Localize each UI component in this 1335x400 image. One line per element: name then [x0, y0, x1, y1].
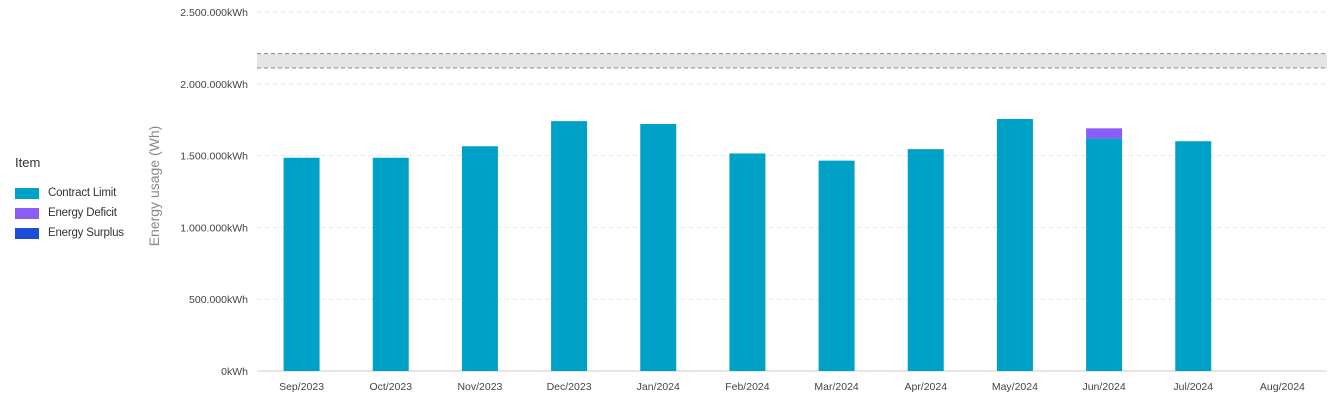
- y-tick-label: 0kWh: [221, 366, 248, 378]
- bar-contract-limit: [1086, 138, 1123, 371]
- bar-contract-limit: [551, 121, 588, 371]
- bar-contract-limit: [996, 118, 1033, 372]
- bar-contract-limit: [461, 146, 498, 371]
- x-tick-label: Jan/2024: [637, 381, 680, 393]
- legend-label: Energy Deficit: [48, 207, 117, 219]
- bar-contract-limit: [1175, 141, 1212, 371]
- x-tick-label: Aug/2024: [1260, 381, 1305, 393]
- legend: Item Contract Limit Energy Deficit Energ…: [15, 155, 124, 243]
- legend-label: Energy Surplus: [48, 227, 124, 239]
- x-tick-label: Apr/2024: [904, 381, 947, 393]
- bar-contract-limit: [372, 157, 409, 371]
- x-tick-label: Sep/2023: [279, 381, 324, 393]
- y-tick-label: 500.000kWh: [189, 294, 248, 306]
- x-tick-label: Feb/2024: [725, 381, 770, 393]
- legend-label: Contract Limit: [48, 187, 117, 199]
- bar-contract-limit: [907, 149, 944, 371]
- reference-band: [257, 53, 1327, 69]
- bar-energy-deficit: [1086, 128, 1123, 139]
- x-tick-label: Oct/2023: [369, 381, 412, 393]
- x-tick-label: Mar/2024: [814, 381, 859, 393]
- x-tick-label: Dec/2023: [547, 381, 592, 393]
- y-tick-label: 2.000.000kWh: [180, 79, 248, 91]
- bar-contract-limit: [729, 153, 766, 371]
- legend-title: Item: [15, 155, 41, 170]
- y-axis-label: Energy usage (Wh): [146, 126, 162, 247]
- x-tick-label: Jul/2024: [1173, 381, 1213, 393]
- legend-item-contract-limit[interactable]: Contract Limit: [15, 183, 124, 203]
- legend-item-energy-deficit[interactable]: Energy Deficit: [15, 203, 124, 223]
- legend-item-energy-surplus[interactable]: Energy Surplus: [15, 223, 124, 243]
- bar-contract-limit: [818, 160, 855, 371]
- legend-swatch-energy-deficit: [15, 207, 39, 219]
- legend-swatch-contract-limit: [15, 187, 39, 199]
- y-tick-label: 1.000.000kWh: [180, 222, 248, 234]
- y-tick-label: 2.500.000kWh: [180, 7, 248, 19]
- bar-contract-limit: [283, 157, 320, 371]
- x-tick-label: Jun/2024: [1082, 381, 1125, 393]
- x-tick-label: Nov/2023: [457, 381, 502, 393]
- y-tick-label: 1.500.000kWh: [180, 151, 248, 163]
- legend-swatch-energy-surplus: [15, 227, 39, 239]
- x-tick-label: May/2024: [992, 381, 1038, 393]
- bar-contract-limit: [640, 124, 677, 372]
